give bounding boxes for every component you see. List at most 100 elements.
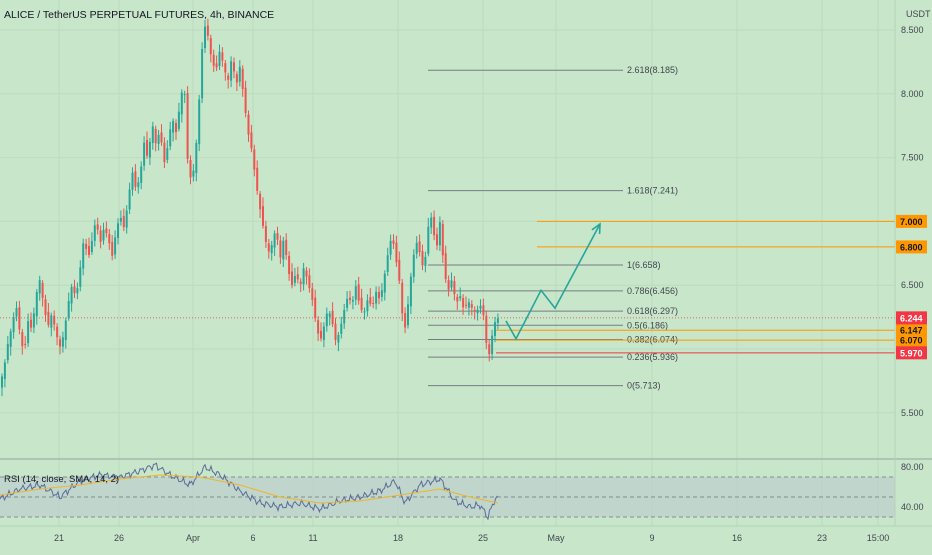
candle [224,60,227,81]
svg-text:6.244: 6.244 [900,313,923,323]
candle [459,287,462,302]
candle [218,44,221,71]
candle [462,294,465,315]
candle [465,296,467,309]
candle [395,235,398,267]
candle [44,294,47,322]
candle [302,262,305,291]
candle [331,302,334,328]
candle [398,251,401,284]
candle [166,140,169,164]
rsi-pane[interactable]: 80.00 40.00 [0,458,932,520]
candle [279,235,282,264]
rsi-legend[interactable]: RSI (14, close, SMA, 14, 2) [4,474,119,485]
candle [334,317,337,346]
rsi-sma-line [0,474,499,504]
time-tick: 18 [393,533,403,543]
price-tick: 5.500 [901,408,924,418]
candle [111,235,114,261]
candle [456,293,459,310]
candle [53,310,56,331]
svg-text:6.070: 6.070 [900,336,923,346]
candle [415,236,418,259]
candle [137,177,140,194]
time-tick: May [547,533,565,543]
candle [47,303,50,328]
candle [433,210,436,241]
svg-text:6.800: 6.800 [900,242,923,252]
candle [227,72,230,89]
candle [50,312,53,337]
time-tick: 16 [732,533,742,543]
candle [233,57,235,79]
fibonacci-retracement[interactable]: 0(5.713) 0.236(5.936) 0.382(6.074) 0.5(6.18… [428,65,678,391]
candle [175,119,177,140]
time-tick: 11 [308,533,317,543]
projection-path[interactable] [505,222,601,341]
time-axis[interactable]: 21 26 Apr 6 11 18 25 May 9 16 23 15:00 [0,525,932,543]
candle [351,296,354,310]
time-tick: 26 [114,533,124,543]
candle [35,289,38,325]
candle [204,19,206,53]
candle [346,291,349,312]
candle [285,233,288,260]
candle [479,299,482,314]
price-tag-6.147[interactable]: 6.147 [896,323,927,337]
candle [41,280,44,307]
candle [494,316,496,343]
candle [134,164,137,191]
symbol-title[interactable]: ALICE / TetherUS PERPETUAL FUTURES, 4h, … [4,9,274,21]
candle [293,267,296,287]
svg-text:7.000: 7.000 [900,217,923,227]
time-tick: Apr [186,533,200,543]
candle [177,102,180,132]
candle [154,125,157,152]
candle [328,310,331,326]
candle [291,263,293,289]
price-tag-6.244[interactable]: 6.244 [896,311,927,325]
projection-polyline[interactable] [505,223,601,341]
candle [389,234,392,260]
candle [467,298,470,316]
candle [56,323,59,346]
candle [473,306,476,320]
candle [383,270,386,301]
price-tag-6.070[interactable]: 6.070 [896,333,927,347]
candle [102,222,105,245]
candle [64,317,67,349]
candle [189,155,192,185]
candle [476,305,479,321]
price-tick: 8.500 [901,25,924,35]
candle [32,307,35,334]
candle [241,65,244,97]
grid-lines [0,0,895,526]
candle [180,89,183,123]
candle [369,288,372,307]
candle [93,219,96,247]
candle [357,276,360,305]
candle [235,71,238,92]
candle [85,238,88,256]
candle [96,217,99,235]
price-axis[interactable]: 8.5008.0007.5007.0006.5006.0005.5007.000… [894,0,927,526]
candle [119,210,122,226]
candle [131,167,134,196]
candle [244,80,247,118]
price-tag-7.000[interactable]: 7.000 [896,214,927,228]
price-tag-6.800[interactable]: 6.800 [896,240,927,254]
fib-label-0: 0(5.713) [627,381,661,391]
candle [146,131,148,159]
horizontal-levels[interactable] [0,220,895,354]
candle [262,197,264,229]
candle [276,226,279,245]
candle [88,237,90,258]
candle [183,90,186,104]
candle [372,296,375,309]
candle [349,290,351,305]
candle [24,335,27,349]
time-tick: 21 [54,533,64,543]
price-tag-5.970[interactable]: 5.970 [896,346,927,360]
